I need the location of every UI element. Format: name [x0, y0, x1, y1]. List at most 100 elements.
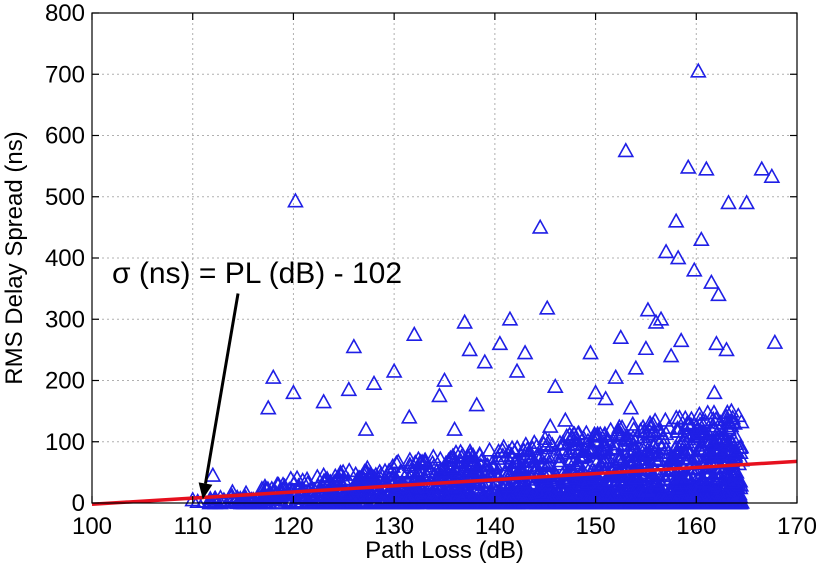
scatter-point — [623, 494, 640, 510]
scatter-point — [650, 422, 667, 438]
scatter-point — [622, 399, 640, 415]
scatter-point — [599, 433, 617, 449]
scatter-point — [720, 194, 737, 210]
scatter-point — [625, 450, 643, 466]
scatter-point — [586, 425, 603, 441]
scatter-point — [718, 493, 736, 509]
scatter-point — [545, 447, 563, 463]
scatter-point — [597, 452, 615, 468]
scatter-point — [332, 464, 349, 480]
scatter-point — [500, 494, 518, 510]
scatter-point — [704, 435, 722, 451]
scatter-point — [490, 467, 507, 483]
scatter-point — [579, 493, 597, 509]
scatter-point — [667, 212, 685, 228]
scatter-point — [255, 494, 273, 510]
scatter-point — [242, 492, 260, 509]
scatter-point — [708, 335, 725, 351]
scatter-point — [259, 399, 277, 415]
scatter-point — [738, 194, 756, 210]
scatter-point — [405, 325, 423, 341]
scatter-point — [705, 404, 723, 420]
scatter-point — [687, 425, 705, 441]
scatter-point — [640, 460, 658, 476]
scatter-point — [477, 462, 495, 478]
axis-ticks: 100 110 120 130 140 150 160 1700100200300400500… — [45, 0, 817, 540]
scatter-point — [641, 423, 658, 439]
scatter-point — [537, 439, 554, 455]
scatter-point — [501, 477, 519, 493]
scatter-point — [551, 455, 568, 471]
scatter-point — [533, 485, 551, 501]
scatter-point — [641, 414, 659, 430]
scatter-point — [481, 441, 498, 457]
scatter-point — [436, 371, 453, 387]
scatter-point — [733, 413, 750, 429]
scatter-point — [287, 192, 304, 208]
scatter-point — [264, 368, 282, 384]
scatter-point — [551, 452, 568, 468]
x-tick-label: 150 — [576, 513, 616, 540]
scatter-point — [468, 396, 486, 412]
scatter-point — [373, 492, 390, 508]
scatter-point — [555, 472, 573, 488]
scatter-point — [646, 412, 664, 428]
scatter-point — [601, 471, 619, 487]
scatter-point — [561, 483, 578, 499]
scatter-point — [617, 142, 635, 158]
scatter-point — [447, 493, 465, 509]
y-tick-label: 300 — [45, 306, 85, 333]
y-tick-label: 800 — [45, 0, 85, 27]
scatter-point — [658, 465, 676, 481]
scatter-point — [308, 468, 326, 484]
scatter-point — [365, 374, 383, 390]
scatter-point — [655, 493, 673, 509]
scatter-point — [693, 494, 711, 510]
scatter-point — [673, 457, 691, 473]
scatter-point — [340, 381, 358, 397]
scatter-point — [669, 249, 687, 265]
scatter-point — [341, 494, 359, 510]
x-tick-label: 100 — [72, 513, 112, 540]
scatter-point — [412, 453, 429, 469]
scatter-point — [285, 384, 302, 400]
scatter-point — [376, 494, 393, 510]
scatter-point — [705, 420, 722, 436]
scatter-point — [554, 435, 572, 451]
scatter-point — [488, 487, 506, 503]
scatter-point — [388, 454, 405, 470]
scatter-point — [411, 467, 429, 483]
scatter-point — [538, 299, 556, 315]
scatter-point — [689, 62, 707, 78]
scatter-point — [406, 479, 424, 495]
scatter-point — [320, 485, 337, 502]
scatter-point — [691, 416, 709, 432]
scatter-point — [657, 411, 674, 427]
scatter-point — [662, 347, 680, 363]
scatter-point — [718, 403, 736, 419]
scatter-point — [647, 313, 665, 329]
scatter-point — [610, 485, 627, 501]
scatter-point — [362, 465, 379, 481]
scatter-point — [445, 457, 462, 473]
scatter-point — [355, 466, 373, 482]
scatter-point — [704, 445, 722, 461]
scatter-point — [424, 448, 442, 464]
scatter-point — [446, 420, 463, 436]
scatter-point — [560, 490, 578, 506]
scatter-point — [462, 451, 480, 467]
scatter-point — [475, 476, 492, 492]
scatter-point — [494, 447, 512, 463]
scatter-point — [400, 408, 418, 424]
scatter-point — [457, 494, 475, 510]
scatter-point — [610, 492, 628, 509]
scatter-point — [215, 491, 233, 507]
scatter-point — [610, 451, 627, 467]
scatter-point — [666, 494, 684, 510]
scatter-point — [298, 470, 316, 486]
scatter-point — [640, 445, 658, 461]
fit-line — [91, 459, 798, 506]
scatter-point — [529, 459, 546, 475]
scatter-point — [669, 419, 686, 435]
scatter-point — [517, 436, 535, 452]
